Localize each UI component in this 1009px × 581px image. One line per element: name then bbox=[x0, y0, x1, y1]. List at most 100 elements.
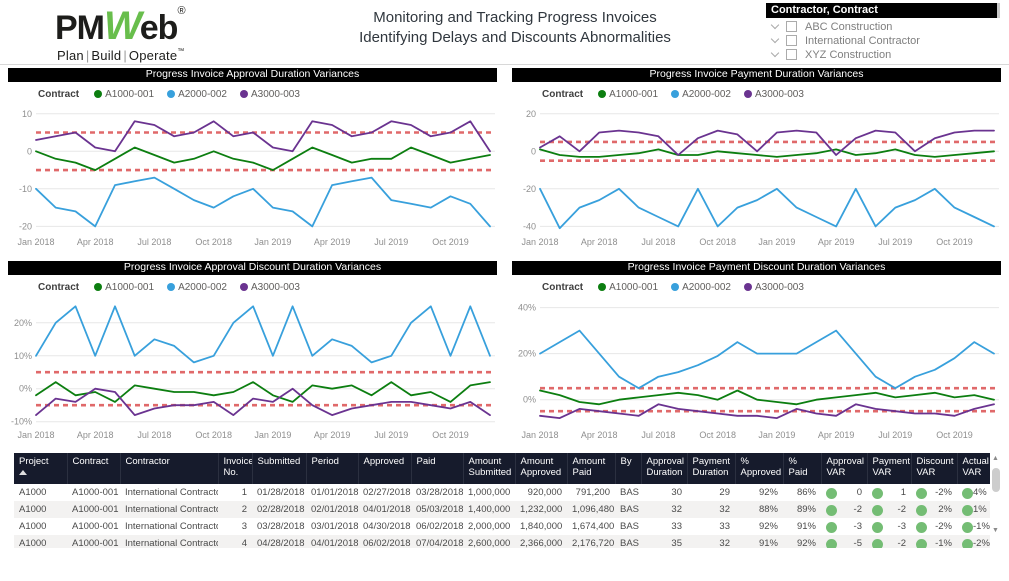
legend-item[interactable]: A1000-001 bbox=[598, 89, 658, 100]
cell-contractor: International Contractor bbox=[125, 538, 218, 548]
scroll-down-icon[interactable]: ▼ bbox=[992, 527, 999, 534]
logo-green-w: W bbox=[104, 4, 142, 48]
legend-item[interactable]: A3000-003 bbox=[744, 282, 804, 293]
slicer-header[interactable]: Contractor, Contract bbox=[766, 3, 997, 18]
cell-submitted: 01/28/2018 bbox=[257, 487, 305, 498]
line-chart[interactable]: 20% 10% 0% -10% Jan 2018 Apr 2018 Jul 2018 Oct … bbox=[8, 295, 497, 441]
legend-series-name: A2000-002 bbox=[682, 88, 731, 100]
chart-title: Progress Invoice Approval Discount Durat… bbox=[8, 261, 497, 275]
cell-contract: A1000-001 bbox=[72, 521, 119, 532]
legend-dot-icon bbox=[240, 90, 248, 98]
column-header[interactable]: Discount VAR bbox=[910, 453, 957, 484]
scrollbar-thumb[interactable] bbox=[991, 468, 1000, 492]
column-header[interactable]: By bbox=[614, 453, 641, 484]
checkbox[interactable] bbox=[786, 21, 797, 32]
cell-payment-var: 1 bbox=[867, 484, 911, 501]
status-dot-icon bbox=[962, 487, 973, 499]
legend-item[interactable]: A2000-002 bbox=[671, 89, 731, 100]
cell-contractor: International Contractor bbox=[125, 487, 218, 498]
column-header-project[interactable]: Project bbox=[14, 453, 67, 484]
svg-text:-10%: -10% bbox=[11, 417, 32, 427]
cell-amount-approved: 1,232,000 bbox=[520, 504, 563, 515]
legend-item[interactable]: A1000-001 bbox=[94, 89, 154, 100]
column-header[interactable]: Payment Duration bbox=[686, 453, 735, 484]
legend-series-name: A1000-001 bbox=[105, 88, 155, 100]
legend-item[interactable]: A3000-003 bbox=[240, 89, 300, 100]
column-header[interactable]: % Paid bbox=[782, 453, 821, 484]
legend-series-name: A1000-001 bbox=[609, 281, 659, 293]
cell-approved: 04/30/2018 bbox=[363, 521, 411, 532]
column-header[interactable]: Invoice No. bbox=[217, 453, 252, 484]
column-header[interactable]: Contract bbox=[66, 453, 120, 484]
chevron-down-icon[interactable] bbox=[770, 20, 780, 30]
filter-item[interactable]: ABC Construction bbox=[766, 18, 1000, 33]
cell-payment-duration: 32 bbox=[719, 504, 730, 515]
column-header[interactable]: Amount Approved bbox=[514, 453, 567, 484]
legend-item[interactable]: A2000-002 bbox=[167, 282, 227, 293]
column-header[interactable]: Paid bbox=[410, 453, 463, 484]
legend-series-name: A3000-003 bbox=[251, 88, 300, 100]
column-header[interactable]: Amount Paid bbox=[566, 453, 615, 484]
table-scrollbar[interactable]: ▲ ▼ bbox=[989, 455, 1002, 535]
svg-text:Oct 2019: Oct 2019 bbox=[936, 430, 973, 440]
cell-amount-paid: 791,200 bbox=[575, 487, 610, 498]
cell-amount-paid: 1,674,400 bbox=[572, 521, 615, 532]
column-header[interactable]: % Approved bbox=[734, 453, 783, 484]
cell-invoice-no: 1 bbox=[241, 487, 247, 498]
scroll-up-icon[interactable]: ▲ bbox=[992, 455, 999, 462]
column-header[interactable]: Amount Submitted bbox=[462, 453, 515, 484]
legend-dot-icon bbox=[94, 283, 103, 291]
table-row[interactable]: A1000 A1000-001 International Contractor… bbox=[14, 518, 990, 535]
status-dot-icon bbox=[916, 521, 927, 533]
line-chart[interactable]: 40% 20% 0% Jan 2018 Apr 2018 Jul 2018 Oct 2018… bbox=[512, 295, 1001, 441]
svg-text:Jan 2018: Jan 2018 bbox=[521, 430, 558, 440]
column-header[interactable]: Submitted bbox=[251, 453, 306, 484]
legend-item[interactable]: A3000-003 bbox=[240, 282, 300, 293]
filter-item[interactable]: XYZ Construction bbox=[766, 46, 1000, 61]
column-header[interactable]: Payment VAR bbox=[866, 453, 911, 484]
slicer-scrollbar[interactable] bbox=[997, 3, 1000, 18]
cell-actual-var: -1% bbox=[957, 518, 990, 535]
svg-text:20: 20 bbox=[526, 109, 536, 119]
chevron-down-icon[interactable] bbox=[770, 48, 780, 58]
column-header[interactable]: Actual VAR bbox=[956, 453, 990, 484]
legend-dot-icon bbox=[167, 90, 176, 98]
line-chart[interactable]: 20 0 -20 -40 Jan 2018 Apr 2018 Jul 2018 Oct 201… bbox=[512, 102, 1001, 248]
checkbox[interactable] bbox=[786, 49, 797, 60]
table-row[interactable]: A1000 A1000-001 International Contractor… bbox=[14, 535, 990, 548]
legend-item[interactable]: A3000-003 bbox=[744, 89, 804, 100]
legend-item[interactable]: A1000-001 bbox=[94, 282, 154, 293]
legend-series-name: A1000-001 bbox=[105, 281, 155, 293]
column-header[interactable]: Period bbox=[305, 453, 358, 484]
column-header[interactable]: Approved bbox=[357, 453, 411, 484]
cell-payment-var: -2 bbox=[867, 535, 911, 548]
cell-invoice-no: 2 bbox=[241, 504, 247, 515]
cell-project: A1000 bbox=[19, 538, 47, 548]
cell-contract: A1000-001 bbox=[72, 504, 119, 515]
legend-item[interactable]: A1000-001 bbox=[598, 282, 658, 293]
cell-pct-paid: 86% bbox=[796, 487, 816, 498]
legend-title: Contract bbox=[542, 281, 584, 293]
status-dot-icon bbox=[826, 487, 837, 499]
line-chart[interactable]: 10 0 -10 -20 Jan 2018 Apr 2018 Jul 2018 Oct 201… bbox=[8, 102, 497, 248]
column-header[interactable]: Contractor bbox=[119, 453, 218, 484]
legend-item[interactable]: A2000-002 bbox=[671, 282, 731, 293]
column-header[interactable]: Approval Duration bbox=[640, 453, 687, 484]
checkbox[interactable] bbox=[786, 35, 797, 46]
chevron-down-icon[interactable] bbox=[770, 34, 780, 44]
legend-item[interactable]: A2000-002 bbox=[167, 89, 227, 100]
filter-item[interactable]: International Contractor bbox=[766, 32, 1000, 47]
cell-approval-var: -5 bbox=[821, 535, 867, 548]
cell-approved: 06/02/2018 bbox=[363, 538, 411, 548]
table-row[interactable]: A1000 A1000-001 International Contractor… bbox=[14, 484, 990, 501]
header-divider bbox=[0, 64, 1009, 65]
page-title-line1: Monitoring and Tracking Progress Invoice… bbox=[373, 9, 657, 26]
svg-text:Oct 2019: Oct 2019 bbox=[432, 430, 469, 440]
table-row[interactable]: A1000 A1000-001 International Contractor… bbox=[14, 501, 990, 518]
status-dot-icon bbox=[826, 538, 837, 548]
chart-legend: Contract A1000-001 A2000-002 A3000-003 bbox=[8, 275, 497, 295]
cell-pct-paid: 89% bbox=[796, 504, 816, 515]
cell-amount-submitted: 2,000,000 bbox=[468, 521, 511, 532]
chart-panel-approval-discount: Progress Invoice Approval Discount Durat… bbox=[8, 261, 497, 443]
column-header[interactable]: Approval VAR bbox=[820, 453, 867, 484]
